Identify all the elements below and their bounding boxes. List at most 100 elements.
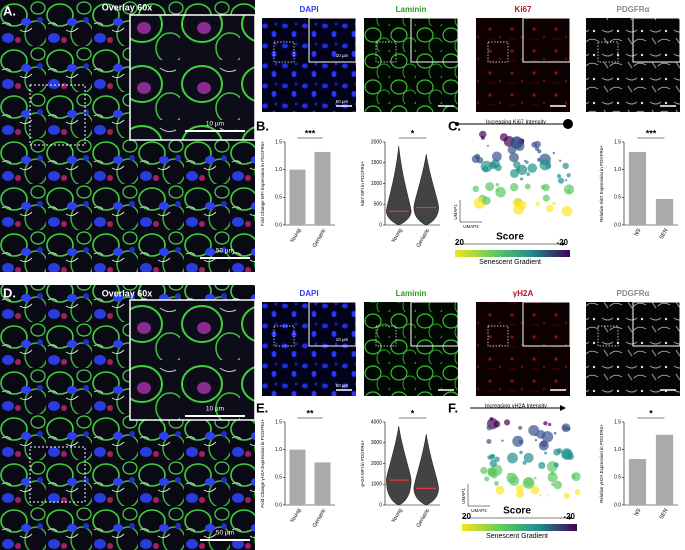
scale-label: 50 µm [216, 530, 234, 537]
scale-label: 50 µm [336, 383, 349, 388]
bar [655, 198, 674, 225]
panel-label: D. [3, 285, 16, 300]
umap-point [509, 152, 519, 163]
violin-body [386, 425, 412, 506]
zoom-box [273, 325, 295, 347]
significance: * [411, 408, 415, 418]
y-tick-label: 1000 [371, 181, 382, 187]
inset-image [129, 299, 256, 421]
umap-point [540, 184, 546, 190]
scale-label: 10 µm [336, 53, 349, 58]
umap-point [507, 472, 511, 476]
umap-point [516, 490, 524, 498]
umap-label: UMAP2 [463, 224, 479, 229]
violin-body [386, 145, 412, 226]
channel-inset [308, 301, 357, 347]
x-tick-label: Young [391, 508, 404, 524]
umap-point [489, 416, 494, 421]
inset-image [129, 14, 256, 141]
umap-point [495, 485, 505, 495]
umap-point [486, 438, 492, 444]
y-tick-label: 1.0 [275, 447, 282, 453]
x-tick-label: Young [290, 508, 303, 524]
umap-point [553, 448, 561, 456]
umap-point [527, 163, 538, 173]
x-tick-label: SEN [659, 508, 670, 521]
y-tick-label: 1.5 [614, 139, 621, 145]
scale-label: 50 µm [336, 99, 349, 104]
panel-label: E. [256, 400, 268, 415]
y-tick-label: 1.0 [614, 447, 621, 453]
y-tick-label: 1000 [371, 482, 382, 488]
arrow-end [563, 119, 573, 129]
zoom-box [487, 325, 509, 347]
umap-point [507, 145, 517, 154]
umap-point [479, 130, 487, 139]
umap-label: UMAP1 [461, 488, 466, 504]
significance: *** [305, 128, 316, 138]
umap-point [561, 423, 571, 433]
channel-label: Ki67 [515, 5, 532, 14]
channel-inset [410, 301, 459, 347]
arrow-start [455, 122, 459, 126]
y-tick-label: 1500 [371, 160, 382, 166]
umap-point [528, 424, 540, 436]
umap-point [484, 476, 490, 482]
y-tick-label: 0 [379, 222, 382, 228]
umap-point [533, 476, 537, 480]
arrow-text: Increasing γH2A Intensity [485, 403, 547, 409]
umap-point [491, 159, 500, 169]
arrow-text: Increasing Ki67 Intensity [486, 119, 546, 125]
image-title: Overlay 60x [102, 288, 153, 298]
umap-point [476, 156, 484, 164]
channel-inset [632, 301, 681, 347]
umap-point [509, 168, 520, 178]
channel-inset [308, 17, 357, 63]
y-tick-label: 1.5 [614, 419, 621, 425]
umap-label: UMAP1 [453, 204, 458, 220]
umap-point [526, 172, 531, 177]
x-tick-label: Young [391, 228, 404, 244]
umap-point [563, 492, 570, 499]
gradient-label: Senescent Gradient [486, 533, 548, 540]
umap-point [551, 482, 555, 487]
umap-point [546, 204, 554, 213]
panel-label: B. [256, 118, 269, 133]
umap-point [566, 173, 571, 178]
violin-body [413, 433, 439, 506]
panel-label: A. [3, 3, 16, 18]
score-min: 20 [462, 512, 471, 521]
umap-point [472, 185, 480, 193]
umap-point [495, 186, 506, 198]
umap-point [561, 205, 573, 217]
y-tick-label: 4000 [371, 419, 382, 425]
y-tick-label: 0.5 [275, 475, 282, 481]
channel-label: PDGFRα [617, 289, 650, 298]
umap-point [513, 160, 521, 169]
gradient-bar [462, 524, 577, 531]
y-tick-label: 1.0 [275, 167, 282, 173]
umap-point [561, 448, 573, 460]
umap-point [494, 456, 500, 462]
umap-point [507, 452, 518, 464]
umap-point [522, 460, 527, 465]
umap-point [530, 485, 540, 495]
y-tick-label: 2000 [371, 461, 382, 467]
x-tick-label: Geriatric [312, 508, 328, 529]
umap-point [559, 159, 562, 162]
score-title: Score [503, 506, 531, 517]
bar [289, 449, 306, 505]
bar [628, 459, 647, 505]
channel-label: Laminin [396, 5, 427, 14]
y-tick-label: 3000 [371, 440, 382, 446]
umap-point [541, 431, 554, 443]
channel-inset [522, 301, 571, 347]
umap-point [519, 450, 523, 455]
umap-point [486, 424, 493, 431]
umap-point [518, 425, 523, 430]
channel-inset [522, 17, 571, 63]
y-tick-label: 0.5 [275, 195, 282, 201]
umap-point [543, 421, 548, 426]
y-tick-label: 0.5 [614, 195, 621, 201]
gradient-label: Senescent Gradient [479, 259, 541, 266]
